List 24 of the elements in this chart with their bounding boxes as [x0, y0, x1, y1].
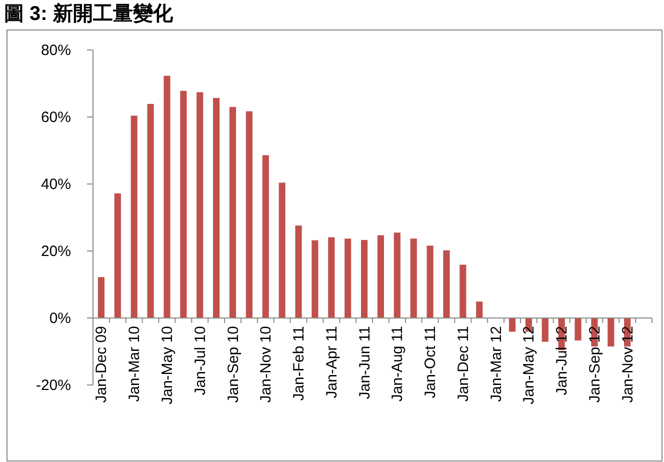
x-tick-label: Jan-Nov 12: [619, 326, 636, 403]
x-tick-label: Jan-Feb 11: [290, 326, 308, 401]
x-tick-label: Jan-Apr 11: [323, 326, 340, 398]
x-tick-label: Jan-Oct 11: [422, 326, 440, 398]
y-tick-label: 20%: [40, 243, 71, 260]
x-tick-label: Jan-Dec 11: [454, 326, 472, 402]
title: 圖 3: 新開工量變化: [4, 3, 173, 25]
y-tick-label: 80%: [40, 42, 71, 59]
x-tick-label: Jan-Sep 12: [586, 326, 604, 403]
x-tick-label: Jan-Jul 12: [554, 326, 571, 396]
x-tick-label: Jan-Jul 10: [192, 326, 209, 396]
x-tick-label: Jan-Nov 10: [258, 326, 275, 403]
y-tick-label: 0%: [49, 310, 71, 327]
x-tick-label: Jan-Mar 12: [488, 326, 505, 402]
x-tick-label: Jan-Jun 11: [356, 326, 374, 400]
y-tick-label: 60%: [40, 109, 71, 126]
x-tick-label: Jan-Mar 10: [126, 326, 144, 402]
x-tick-label: Jan-May 12: [520, 326, 538, 404]
x-tick-label: Jan-May 10: [158, 326, 176, 404]
x-tick-label: Jan-Dec 09: [93, 326, 110, 403]
x-tick-label: Jan-Sep 10: [224, 326, 242, 403]
x-tick-label: Jan-Aug 11: [389, 326, 406, 402]
y-tick-label: 40%: [40, 176, 71, 193]
y-tick-label: -20%: [36, 377, 71, 394]
